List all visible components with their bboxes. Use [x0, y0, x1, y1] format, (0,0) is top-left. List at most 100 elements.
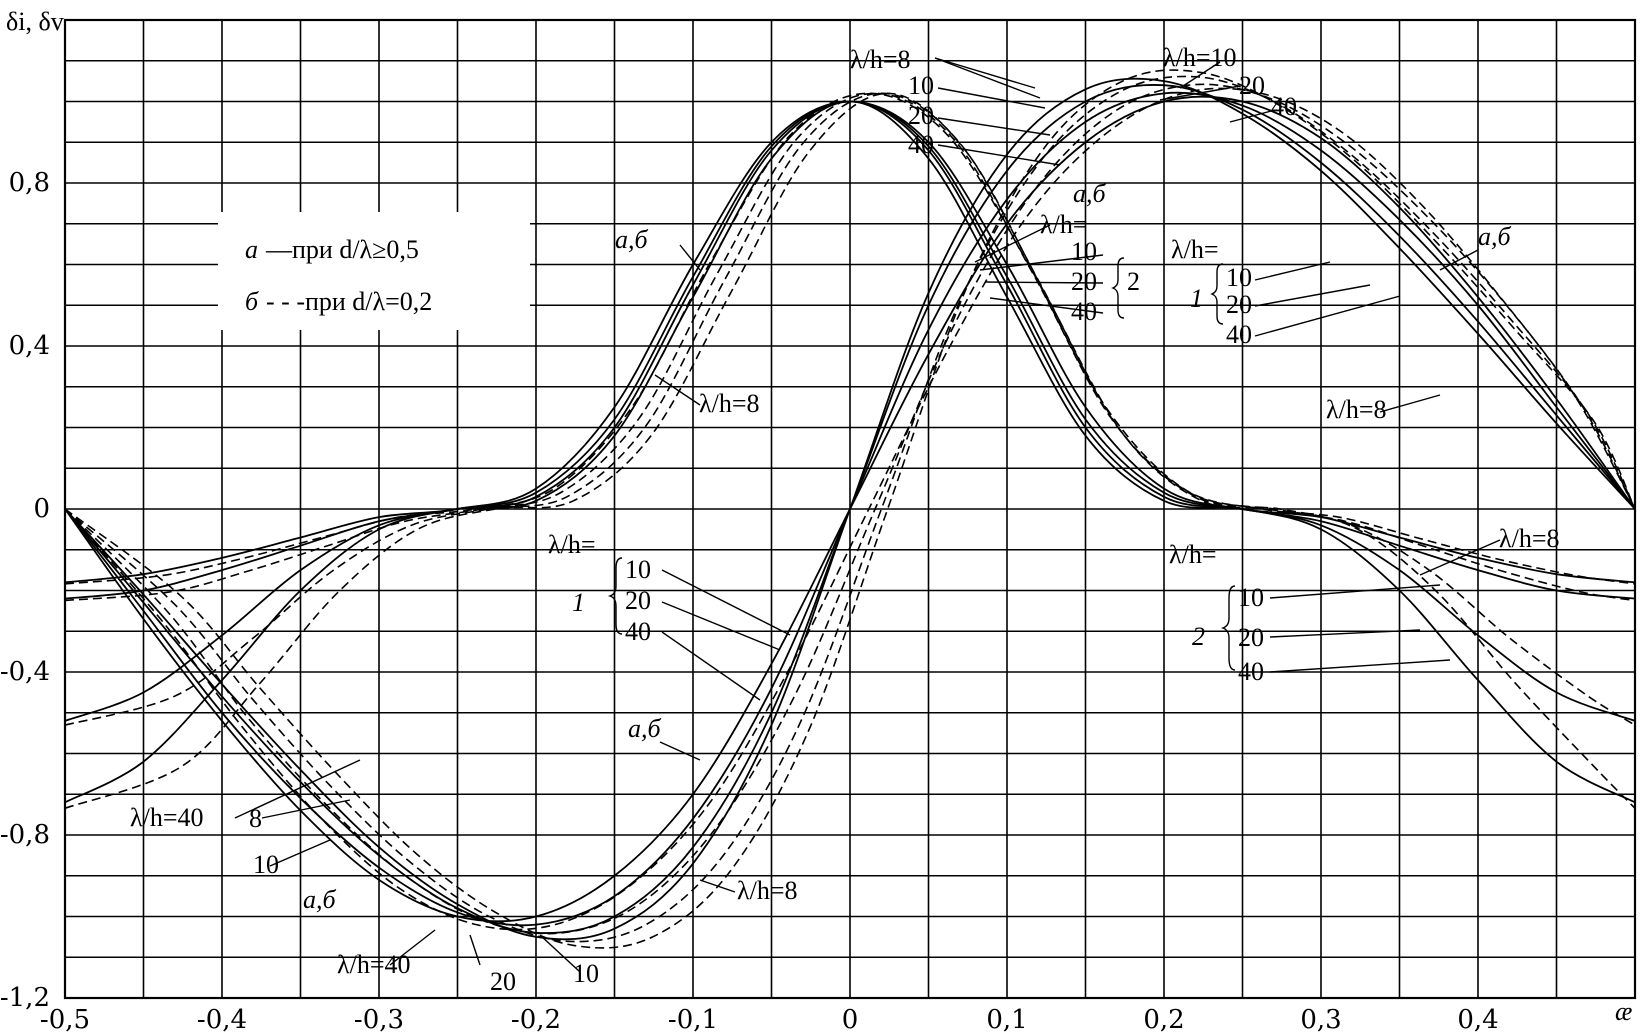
annotation: а,б — [615, 225, 649, 254]
x-axis-label: æ — [1615, 997, 1632, 1026]
y-axis-label: δi, δv — [6, 7, 64, 36]
annotation: а,б — [303, 885, 337, 914]
annotation: 40 — [625, 617, 651, 646]
series-line-dashed — [64, 83, 1636, 935]
brace — [1210, 263, 1224, 325]
plot-frame — [63, 18, 1637, 1000]
x-tick-label: -0,5 — [40, 1005, 90, 1035]
leader-line — [659, 741, 701, 761]
brace — [1111, 257, 1125, 319]
leader-line — [1439, 249, 1479, 271]
annotation: 20 — [1071, 267, 1097, 296]
annotation: λ/h=10 — [1163, 43, 1237, 72]
annotation: λ/h= — [1169, 540, 1217, 569]
y-tick-label: 0,8 — [9, 168, 50, 198]
leader-line — [261, 799, 351, 819]
leader-line — [661, 601, 781, 651]
leader-line — [1269, 584, 1441, 599]
annotation: 10 — [573, 959, 599, 988]
annotation: λ/h= — [1171, 235, 1219, 264]
leader-line — [1269, 629, 1421, 638]
x-tick-label: 0,2 — [1143, 1005, 1184, 1035]
annotation: 20 — [625, 586, 651, 615]
legend-text-b: - - -при d/λ=0,2 — [266, 287, 432, 316]
leader-line — [979, 254, 1104, 271]
series-line-dashed — [64, 92, 1636, 726]
annotation: λ/h=40 — [130, 803, 204, 832]
leader-line — [1254, 284, 1371, 307]
annotation: а,б — [1073, 179, 1107, 208]
leader-line — [389, 929, 436, 966]
leader-line — [1159, 85, 1241, 101]
y-tick-label: 0 — [33, 494, 50, 524]
x-tick-label: 0,4 — [1457, 1005, 1498, 1035]
leader-line — [1419, 539, 1501, 576]
x-tick-label: 0 — [842, 1005, 859, 1035]
leader-line — [1269, 659, 1451, 673]
annotation: 1 — [572, 588, 585, 617]
y-tick-label: -1,2 — [0, 983, 50, 1013]
x-tick-label: 0,1 — [986, 1005, 1027, 1035]
annotation: λ/h=8 — [1499, 524, 1560, 553]
annotation: 20 — [1239, 71, 1265, 100]
y-tick-label: -0,4 — [0, 657, 50, 687]
x-tick-label: -0,4 — [197, 1005, 247, 1035]
annotation: λ/h=8 — [699, 389, 760, 418]
annotation: 40 — [908, 130, 934, 159]
grid — [64, 19, 1636, 999]
leader-line — [984, 281, 1104, 284]
x-tick-label: -0,3 — [354, 1005, 404, 1035]
leader-line — [934, 57, 1036, 89]
x-tick-label: -0,1 — [668, 1005, 718, 1035]
annotation: 10 — [625, 555, 651, 584]
annotation: 40 — [1271, 92, 1297, 121]
y-tick-label: 0,4 — [9, 331, 50, 361]
leader-line — [934, 57, 1041, 99]
brace — [607, 557, 623, 635]
leader-line — [679, 244, 701, 271]
annotation: 20 — [1226, 290, 1252, 319]
leader-line — [937, 117, 1051, 136]
annotation: λ/h=8 — [850, 45, 911, 74]
annotation: λ/h= — [1040, 210, 1088, 239]
leader-line — [234, 759, 361, 819]
annotation: λ/h=40 — [337, 950, 411, 979]
annotation: 10 — [1071, 237, 1097, 266]
leader-line — [1379, 394, 1441, 413]
annotation: 20 — [908, 101, 934, 130]
braces — [607, 257, 1236, 671]
leader-line — [661, 569, 791, 636]
leader-line — [661, 631, 761, 701]
annotation: а,б — [628, 714, 662, 743]
leader-line — [539, 934, 581, 973]
leader-line — [1229, 109, 1276, 123]
x-tick-label: 0,3 — [1300, 1005, 1341, 1035]
curves — [64, 69, 1636, 949]
leader-line — [1254, 261, 1331, 281]
y-tick-label: -0,8 — [0, 820, 50, 850]
annotation: а,б — [1478, 222, 1512, 251]
annotation: 20 — [490, 967, 516, 996]
annotation: λ/h=8 — [737, 876, 798, 905]
leader-line — [654, 374, 701, 406]
series-line-solid — [64, 100, 1636, 804]
annotation: 1 — [1190, 284, 1203, 313]
brace — [1220, 585, 1236, 671]
annotation: 40 — [1071, 297, 1097, 326]
leader-line — [1254, 295, 1401, 337]
annotation: 20 — [1238, 623, 1264, 652]
annotation: 40 — [1226, 320, 1252, 349]
leader-line — [269, 839, 331, 867]
annotation: λ/h=8 — [1326, 395, 1387, 424]
leader-line — [469, 934, 481, 966]
series-line-dashed — [64, 92, 1636, 810]
annotations: λ/h=8 10 20 40 а,б λ/h=10 20 40 λ/h= 10 … — [130, 43, 1560, 996]
annotation: 10 — [1226, 263, 1252, 292]
annotation: 2 — [1127, 267, 1140, 296]
tick-labels: -0,5 -0,4 -0,3 -0,2 -0,1 0 0,1 0,2 0,3 0,4 0,8 0,4 0… — [0, 168, 1499, 1035]
leader-line — [937, 144, 1061, 166]
leader-line — [974, 224, 1051, 263]
annotation: 2 — [1192, 622, 1205, 651]
x-tick-label: -0,2 — [511, 1005, 561, 1035]
